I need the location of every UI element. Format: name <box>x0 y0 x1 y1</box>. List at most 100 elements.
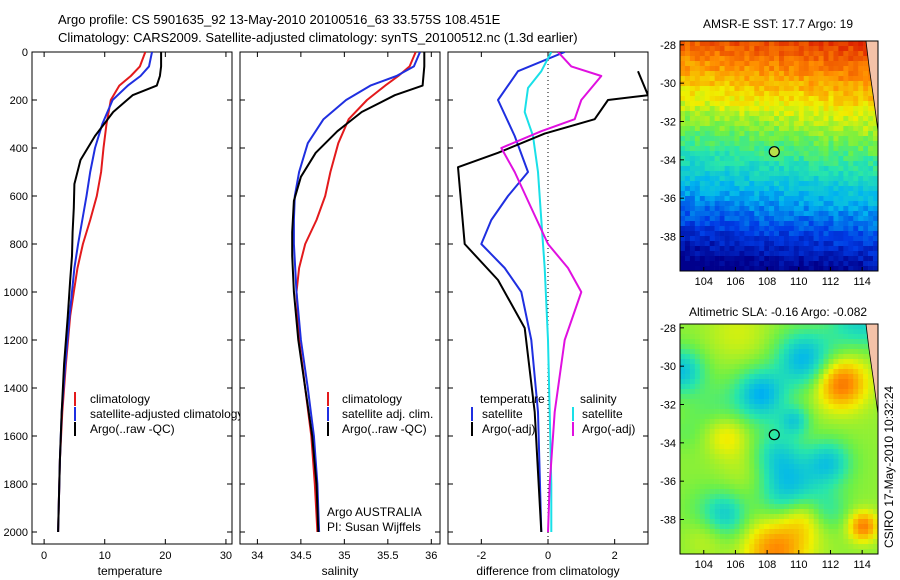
map-cell <box>788 419 795 425</box>
map-cell <box>783 76 790 82</box>
map-cell <box>818 359 824 365</box>
map-cell <box>803 81 809 87</box>
map-cell <box>749 256 755 262</box>
map-cell <box>719 334 725 340</box>
map-cell <box>729 374 735 380</box>
map-cell <box>734 464 740 470</box>
map-cell <box>863 434 869 440</box>
map-cell <box>764 474 770 480</box>
map-cell <box>833 176 839 182</box>
map-cell <box>848 121 854 127</box>
map-cell <box>739 394 745 400</box>
map-cell <box>764 111 770 117</box>
map-cell <box>828 379 834 385</box>
map-cell <box>853 86 859 92</box>
map-cell <box>788 449 795 455</box>
map-cell <box>724 424 730 430</box>
map-cell <box>759 424 765 430</box>
series-line-temperature-argo-adj- <box>457 70 648 533</box>
map-cell <box>749 339 755 345</box>
map-cell <box>868 459 874 465</box>
map-cell <box>709 226 715 232</box>
map-cell <box>868 136 874 142</box>
map-cell <box>689 369 696 375</box>
map-cell <box>749 76 755 82</box>
map-cell <box>709 91 715 97</box>
map-cell <box>739 524 745 530</box>
map-cell <box>833 429 839 435</box>
map-cell <box>813 171 819 177</box>
map-cell <box>699 66 706 72</box>
map-cell <box>838 81 844 87</box>
map-cell <box>734 469 740 475</box>
map-cell <box>709 166 715 172</box>
map-cell <box>798 196 805 202</box>
map-cell <box>798 71 805 77</box>
map-cell <box>719 419 725 425</box>
map-y-tick-label: -38 <box>660 515 676 527</box>
map-cell <box>729 91 735 97</box>
map-cell <box>704 349 710 355</box>
map-cell <box>783 449 790 455</box>
map-cell <box>848 514 854 520</box>
map-cell <box>788 121 795 127</box>
map-cell <box>818 469 824 475</box>
map-cell <box>689 86 696 92</box>
map-cell <box>684 499 691 505</box>
map-cell <box>788 509 795 515</box>
map-cell <box>863 374 869 380</box>
map-cell <box>764 519 770 525</box>
map-cell <box>744 504 750 510</box>
map-cell <box>684 454 691 460</box>
map-cell <box>779 459 785 465</box>
map-cell <box>818 329 824 335</box>
map-cell <box>709 131 715 137</box>
map-cell <box>803 186 809 192</box>
map-cell <box>843 374 849 380</box>
map-cell <box>709 66 715 72</box>
map-cell <box>719 91 725 97</box>
map-cell <box>808 221 814 227</box>
map-cell <box>813 334 819 340</box>
map-cell <box>729 479 735 485</box>
map-cell <box>828 454 834 460</box>
map-cell <box>744 146 750 152</box>
map-cell <box>699 191 706 197</box>
map-cell <box>729 389 735 395</box>
map-cell <box>798 91 805 97</box>
map-cell <box>873 504 879 510</box>
map-cell <box>828 529 834 535</box>
map-cell <box>764 364 770 370</box>
map-cell <box>764 191 770 197</box>
map-cell <box>719 369 725 375</box>
map-cell <box>858 334 864 340</box>
map-cell <box>808 181 814 187</box>
map-cell <box>833 211 839 217</box>
map-cell <box>788 256 795 262</box>
map-cell <box>714 359 720 365</box>
map-cell <box>749 56 755 62</box>
map-cell <box>848 236 854 242</box>
map-cell <box>853 539 859 545</box>
map-cell <box>858 61 864 67</box>
map-cell <box>823 91 829 97</box>
title-line-1: Argo profile: CS 5901635_92 13-May-2010 … <box>58 12 501 27</box>
map-cell <box>769 81 775 87</box>
y-tick-label: 1400 <box>4 383 28 395</box>
map-cell <box>709 399 715 405</box>
map-cell <box>783 136 790 142</box>
map-cell <box>863 354 869 360</box>
map-cell <box>823 246 829 252</box>
map-y-tick-label: -30 <box>660 78 676 90</box>
map-cell <box>774 71 780 77</box>
map-cell <box>759 266 765 272</box>
map-cell <box>714 469 720 475</box>
map-cell <box>684 196 691 202</box>
map-cell <box>838 96 844 102</box>
map-cell <box>689 464 696 470</box>
map-cell <box>694 236 701 242</box>
map-cell <box>759 156 765 162</box>
map-cell <box>838 384 844 390</box>
map-cell <box>769 226 775 232</box>
map-cell <box>868 206 874 212</box>
